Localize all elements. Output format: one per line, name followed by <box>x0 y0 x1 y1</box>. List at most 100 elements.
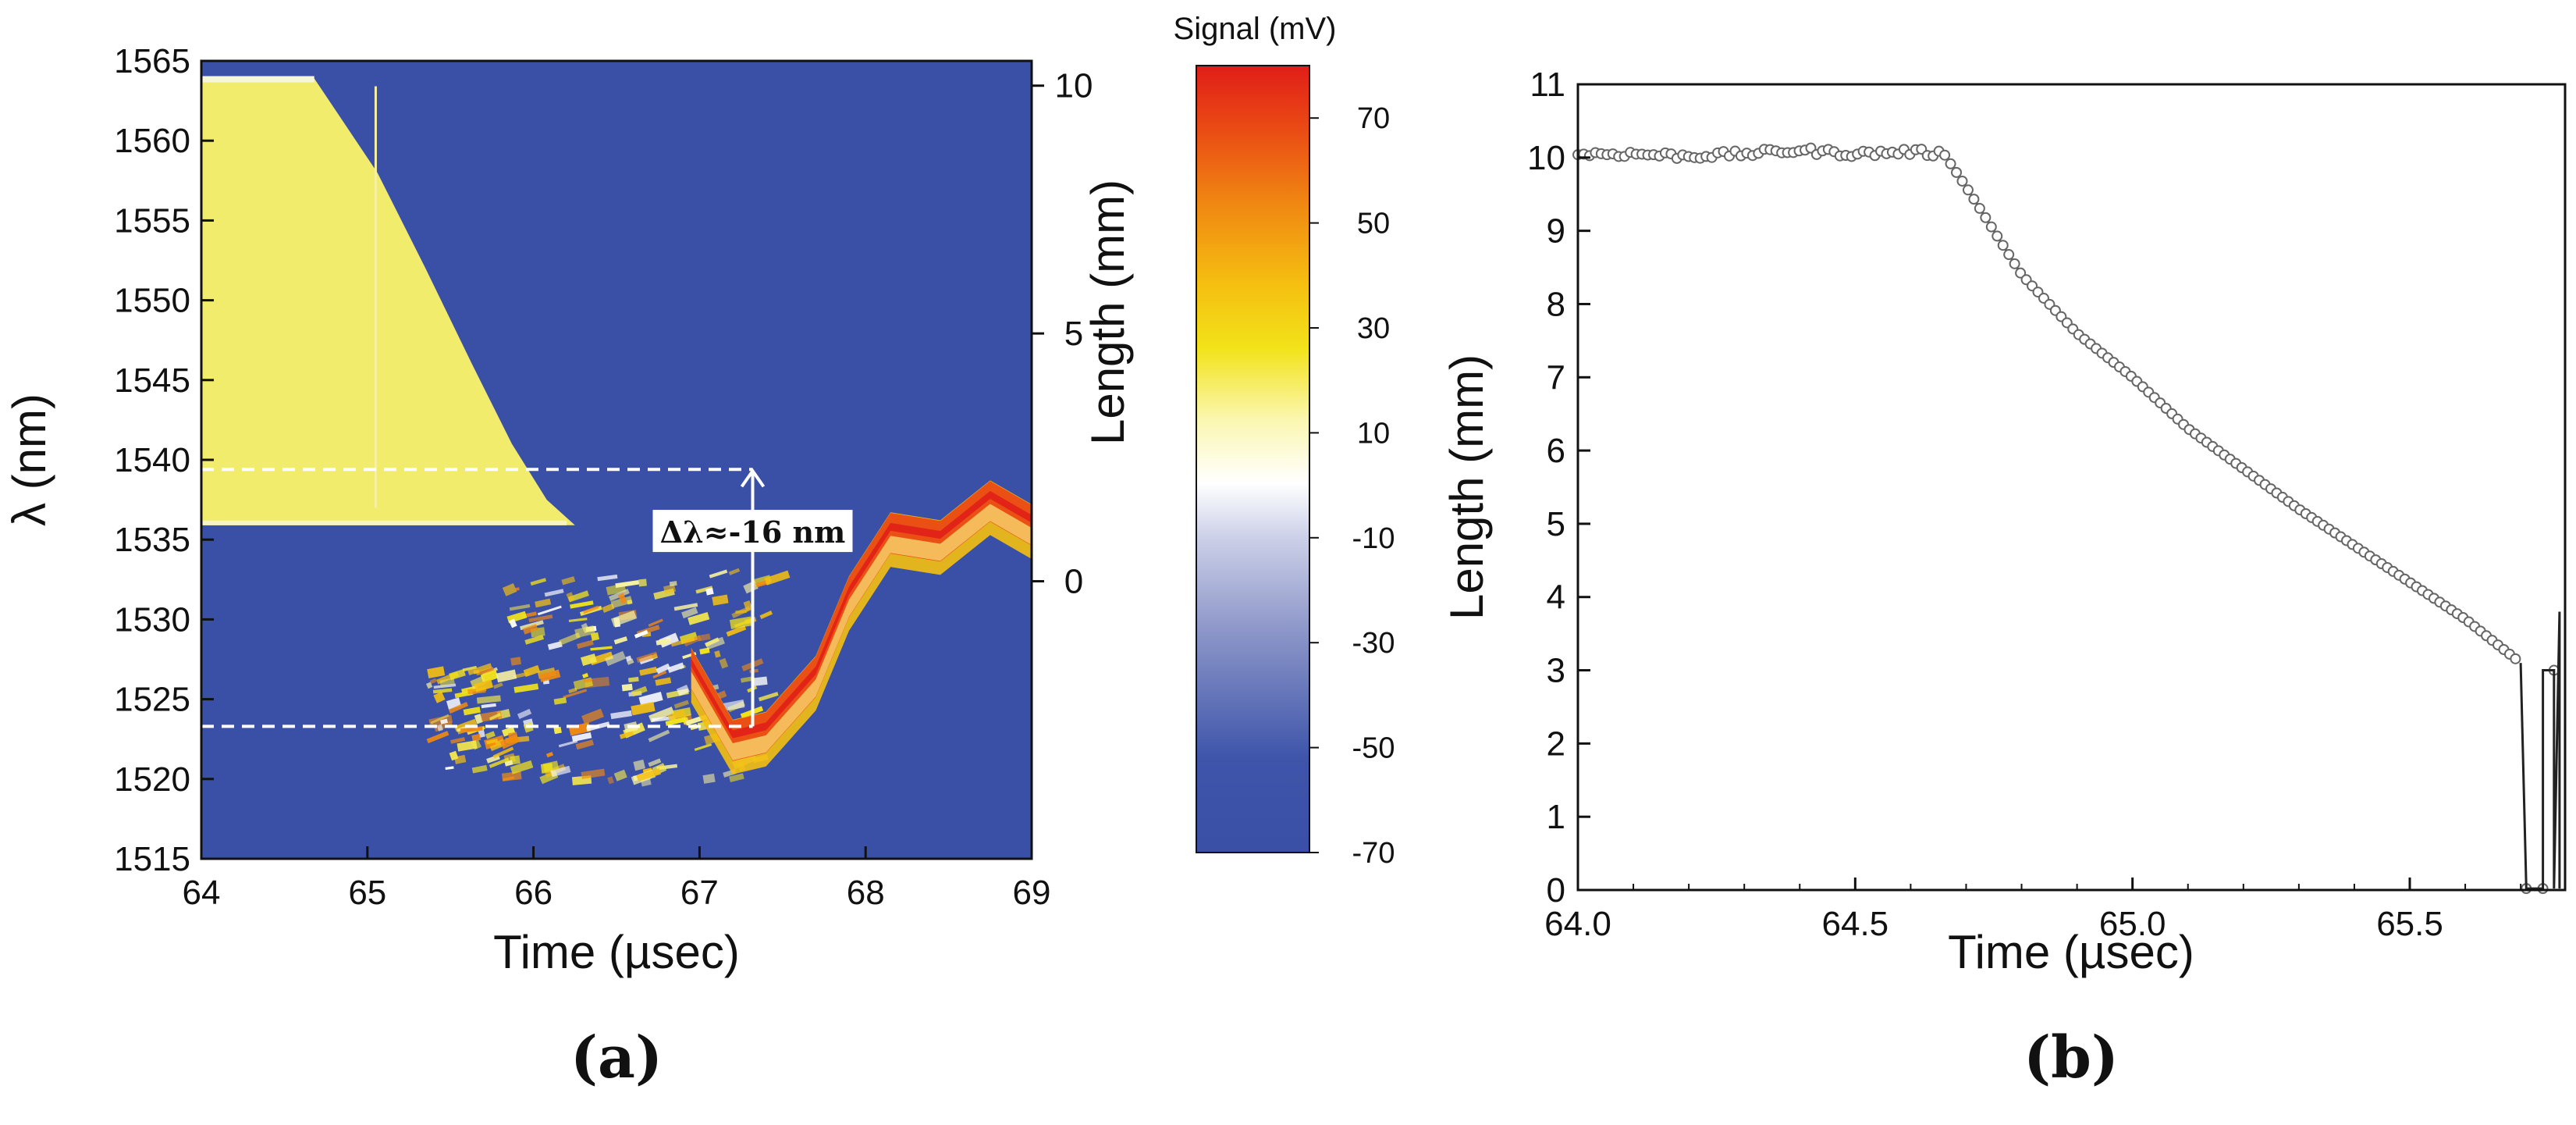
colorbar-tick-label: 70 <box>1357 102 1390 135</box>
plot-b-frame <box>1576 83 2567 892</box>
scatter-speck <box>445 766 454 771</box>
length-data-point <box>1968 194 1980 205</box>
scatter-speck <box>544 589 564 597</box>
scatter-speck <box>509 603 531 611</box>
scatter-speck <box>714 650 721 658</box>
scatter-speck <box>563 689 588 699</box>
scatter-speck <box>705 587 714 596</box>
x-axis-ticks: 64 65 66 67 68 69 <box>183 846 1051 912</box>
grating-top-edge <box>201 76 314 83</box>
scatter-speck <box>611 610 638 627</box>
scatter-speck <box>502 726 516 737</box>
scatter-speck <box>719 657 729 669</box>
length-data-point <box>2015 267 2027 279</box>
scatter-speck <box>627 676 639 683</box>
plot-b-area <box>1578 84 2565 890</box>
length-data-point <box>1956 175 1968 187</box>
panel-a: Δλ≈-16 nm 64 65 66 67 68 69 15151520152515301… <box>3 42 1134 1091</box>
scatter-speck <box>470 675 486 689</box>
scatter-speck <box>471 764 488 774</box>
scatter-speck <box>699 647 710 655</box>
y-tick-label: 1545 <box>114 361 190 400</box>
scatter-speck <box>448 702 469 714</box>
colorbar-tick-label: -10 <box>1352 522 1395 555</box>
scatter-speck <box>535 598 552 608</box>
y-tick-label-b: 9 <box>1547 212 1565 251</box>
scatter-speck <box>570 600 594 609</box>
scatter-speck <box>517 708 532 720</box>
length-data-point <box>1992 230 2003 242</box>
scatter-speck <box>636 651 659 664</box>
y-tick-label-b: 0 <box>1547 871 1565 910</box>
scatter-speck <box>475 667 495 676</box>
scatter-speck <box>638 691 663 707</box>
scatter-speck <box>631 701 656 716</box>
scatter-speck <box>583 605 599 614</box>
y-tick-label: 1525 <box>114 681 190 719</box>
scatter-speck <box>634 629 648 639</box>
y-tick-label-b: 4 <box>1547 579 1565 617</box>
scatter-speck <box>496 669 517 683</box>
scatter-speck <box>743 580 759 594</box>
scatter-speck <box>513 671 530 679</box>
length-data-point <box>1974 202 1985 214</box>
length-data-point <box>2510 653 2521 664</box>
scatter-speck <box>425 682 433 689</box>
scatter-speck <box>481 703 496 709</box>
scatter-speck <box>697 633 711 642</box>
scatter-speck <box>427 666 446 678</box>
y-tick-label: 1555 <box>114 201 190 240</box>
scatter-speck <box>590 632 600 641</box>
scatter-speck <box>558 739 578 748</box>
scatter-speck <box>619 730 634 739</box>
x-tick-label: 69 <box>1013 874 1051 912</box>
scatter-speck <box>537 605 562 616</box>
scatter-speck <box>728 568 741 575</box>
scatter-speck <box>665 717 688 726</box>
y2-tick-label: 10 <box>1055 67 1093 105</box>
y2-tick-label: 0 <box>1064 563 1083 601</box>
x-tick-label: 68 <box>847 874 885 912</box>
scatter-speck <box>597 574 618 582</box>
y-tick-label: 1520 <box>114 760 190 799</box>
scatter-speck <box>561 576 576 586</box>
y-tick-label-b: 2 <box>1547 724 1565 763</box>
scatter-speck <box>656 663 671 675</box>
scatter-speck <box>489 757 510 768</box>
scatter-speck <box>429 678 437 685</box>
scatter-speck <box>550 765 571 778</box>
scatter-speck <box>639 666 658 676</box>
length-data-point <box>1985 221 1997 233</box>
y2-axis-ticks: 0 5 10 <box>1032 67 1093 601</box>
scatter-speck <box>492 746 514 759</box>
length-data-point <box>1997 240 2009 251</box>
colorbar-tick-label: -70 <box>1352 837 1395 870</box>
y-tick-label: 1560 <box>114 122 190 160</box>
scatter-speck <box>615 579 640 588</box>
scatter-speck <box>476 695 501 704</box>
scatter-speck <box>729 773 744 782</box>
y-tick-label: 1540 <box>114 441 190 479</box>
scatter-speck <box>528 614 553 623</box>
scatter-speck <box>493 682 503 689</box>
scatter-speck <box>667 709 687 723</box>
grating-bottom-edge <box>201 520 567 525</box>
scatter-speck <box>566 592 575 602</box>
y-tick-label: 1565 <box>114 42 190 80</box>
scatter-speck <box>610 710 632 720</box>
scatter-speck <box>758 692 779 702</box>
scatter-speck <box>450 737 466 744</box>
scatter-speck <box>433 683 457 689</box>
scatter-speck <box>581 708 604 724</box>
scatter-speck <box>638 579 647 587</box>
scatter-speck <box>581 768 606 779</box>
scatter-speck <box>633 759 646 771</box>
scatter-speck <box>481 710 503 722</box>
scatter-speck <box>502 583 517 596</box>
colorbar-tick-label: 50 <box>1357 208 1390 240</box>
scatter-speck <box>568 687 577 694</box>
scatter-speck <box>673 603 698 611</box>
scatter-speck <box>485 739 499 745</box>
x-tick-label: 66 <box>514 874 553 912</box>
y-tick-label: 1550 <box>114 282 190 320</box>
